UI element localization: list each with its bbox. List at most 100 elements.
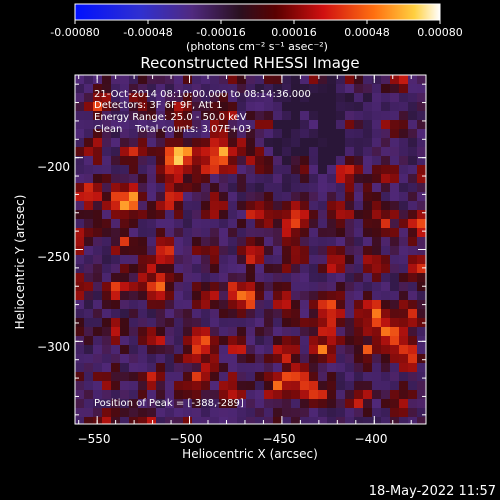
- image-pixel: [210, 237, 219, 246]
- image-pixel: [381, 120, 390, 129]
- image-pixel: [120, 84, 129, 93]
- image-pixel: [228, 201, 237, 210]
- image-pixel: [354, 300, 363, 309]
- image-pixel: [372, 129, 381, 138]
- image-pixel: [165, 165, 174, 174]
- image-pixel: [210, 354, 219, 363]
- image-pixel: [147, 318, 156, 327]
- image-pixel: [147, 363, 156, 372]
- image-pixel: [165, 327, 174, 336]
- image-pixel: [399, 84, 408, 93]
- image-pixel: [165, 102, 174, 111]
- image-pixel: [390, 417, 399, 424]
- image-pixel: [363, 165, 372, 174]
- image-pixel: [273, 210, 282, 219]
- image-pixel: [192, 84, 201, 93]
- image-pixel: [255, 237, 264, 246]
- image-pixel: [228, 120, 237, 129]
- image-pixel: [111, 255, 120, 264]
- image-pixel: [282, 210, 291, 219]
- image-pixel: [264, 93, 273, 102]
- image-pixel: [102, 120, 111, 129]
- image-pixel: [390, 354, 399, 363]
- image-pixel: [219, 282, 228, 291]
- image-pixel: [219, 210, 228, 219]
- image-pixel: [390, 309, 399, 318]
- image-pixel: [255, 192, 264, 201]
- image-pixel: [129, 327, 138, 336]
- image-pixel: [102, 210, 111, 219]
- image-pixel: [111, 93, 120, 102]
- image-pixel: [327, 228, 336, 237]
- image-pixel: [390, 291, 399, 300]
- image-pixel: [417, 192, 426, 201]
- image-pixel: [255, 165, 264, 174]
- image-pixel: [264, 165, 273, 174]
- x-tick-label-3: −400: [355, 432, 388, 446]
- image-pixel: [354, 390, 363, 399]
- image-pixel: [264, 255, 273, 264]
- image-pixel: [291, 102, 300, 111]
- image-pixel: [417, 345, 426, 354]
- image-pixel: [201, 390, 210, 399]
- image-pixel: [120, 399, 129, 408]
- image-pixel: [390, 192, 399, 201]
- image-pixel: [174, 156, 183, 165]
- image-pixel: [75, 417, 84, 424]
- image-pixel: [282, 273, 291, 282]
- image-pixel: [408, 336, 417, 345]
- image-pixel: [408, 282, 417, 291]
- image-pixel: [309, 417, 318, 424]
- image-pixel: [138, 156, 147, 165]
- image-pixel: [129, 264, 138, 273]
- image-pixel: [111, 327, 120, 336]
- image-pixel: [183, 309, 192, 318]
- image-pixel: [165, 336, 174, 345]
- image-pixel: [228, 246, 237, 255]
- image-pixel: [354, 381, 363, 390]
- image-panel: [74, 74, 427, 425]
- image-pixel: [93, 120, 102, 129]
- image-pixel: [291, 417, 300, 424]
- image-pixel: [399, 390, 408, 399]
- image-pixel: [102, 237, 111, 246]
- image-pixel: [174, 129, 183, 138]
- image-pixel: [183, 417, 192, 424]
- image-pixel: [327, 327, 336, 336]
- image-pixel: [417, 264, 426, 273]
- image-pixel: [363, 84, 372, 93]
- image-pixel: [219, 255, 228, 264]
- image-pixel: [300, 147, 309, 156]
- image-pixel: [201, 282, 210, 291]
- image-pixel: [246, 219, 255, 228]
- image-pixel: [264, 381, 273, 390]
- image-pixel: [210, 336, 219, 345]
- image-pixel: [210, 93, 219, 102]
- image-pixel: [291, 84, 300, 93]
- image-pixel: [192, 282, 201, 291]
- image-pixel: [246, 399, 255, 408]
- image-pixel: [210, 102, 219, 111]
- image-pixel: [174, 381, 183, 390]
- image-pixel: [318, 336, 327, 345]
- image-pixel: [120, 165, 129, 174]
- x-tick-labels: −550 −500 −450 −400: [78, 432, 388, 446]
- x-axis-label: Heliocentric X (arcsec): [182, 447, 318, 461]
- image-pixel: [111, 354, 120, 363]
- image-pixel: [156, 300, 165, 309]
- image-pixel: [309, 174, 318, 183]
- image-pixel: [84, 381, 93, 390]
- image-pixel: [336, 111, 345, 120]
- image-pixel: [381, 273, 390, 282]
- image-pixel: [75, 156, 84, 165]
- image-pixel: [201, 138, 210, 147]
- image-pixel: [264, 75, 273, 84]
- image-pixel: [408, 165, 417, 174]
- image-pixel: [201, 336, 210, 345]
- image-pixel: [381, 147, 390, 156]
- image-pixel: [138, 246, 147, 255]
- image-pixel: [147, 255, 156, 264]
- image-pixel: [381, 246, 390, 255]
- image-pixel: [156, 246, 165, 255]
- image-pixel: [93, 390, 102, 399]
